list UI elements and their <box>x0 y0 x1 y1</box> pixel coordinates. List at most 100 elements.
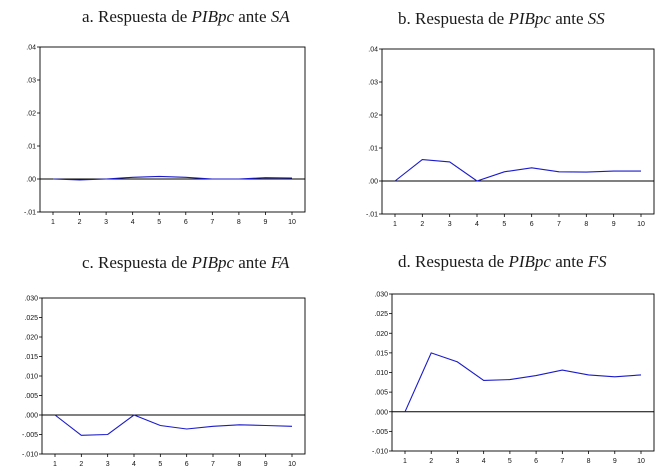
title-a-mid: ante <box>234 7 271 26</box>
xtick-label-c: 4 <box>132 461 136 468</box>
ytick-label-a: .01 <box>26 144 36 151</box>
xtick-label-d: 9 <box>613 458 617 465</box>
ytick-label-c: .025 <box>24 315 38 322</box>
xtick-label-c: 10 <box>288 461 296 468</box>
title-panel-a: a. Respuesta de PIBpc ante SA <box>82 7 290 27</box>
xtick-label-a: 2 <box>78 219 82 226</box>
title-panel-c: c. Respuesta de PIBpc ante FA <box>82 253 289 273</box>
ytick-label-d: .030 <box>374 292 388 299</box>
xtick-label-d: 3 <box>455 458 459 465</box>
xtick-label-a: 7 <box>210 219 214 226</box>
ytick-label-d: -.005 <box>372 429 388 436</box>
title-b-mid: ante <box>550 9 588 28</box>
ytick-label-d: .000 <box>374 409 388 416</box>
ytick-label-a: .03 <box>26 78 36 85</box>
ytick-label-c: -.010 <box>22 452 38 459</box>
ytick-label-c: -.005 <box>22 432 38 439</box>
plot-frame-b <box>381 48 655 215</box>
xtick-label-c: 1 <box>53 461 57 468</box>
xtick-label-a: 9 <box>263 219 267 226</box>
xtick-label-a: 1 <box>51 219 55 226</box>
xtick-label-b: 6 <box>530 221 534 228</box>
xtick-label-c: 3 <box>106 461 110 468</box>
xtick-label-b: 3 <box>448 221 452 228</box>
title-b-shock: SS <box>587 9 605 28</box>
ytick-label-b: -.01 <box>366 212 378 219</box>
plot-frame-a <box>39 46 306 213</box>
xtick-label-a: 3 <box>104 219 108 226</box>
title-panel-b: b. Respuesta de PIBpc ante SS <box>398 9 605 29</box>
ytick-label-a: .00 <box>26 177 36 184</box>
ytick-label-b: .02 <box>368 113 378 120</box>
ytick-label-d: .005 <box>374 390 388 397</box>
title-c-mid: ante <box>234 253 271 272</box>
xtick-label-c: 8 <box>237 461 241 468</box>
ytick-label-b: .03 <box>368 80 378 87</box>
series-line-d <box>404 352 642 413</box>
xtick-label-d: 5 <box>508 458 512 465</box>
plot-frame-d <box>391 293 655 452</box>
ytick-label-c: .000 <box>24 413 38 420</box>
title-d-prefix: d. Respuesta de <box>398 252 509 271</box>
ytick-label-a: .04 <box>26 45 36 52</box>
xtick-label-b: 8 <box>584 221 588 228</box>
series-line-c <box>54 414 293 436</box>
ytick-label-d: -.010 <box>372 449 388 456</box>
ytick-label-b: .04 <box>368 47 378 54</box>
xtick-label-c: 5 <box>158 461 162 468</box>
title-b-prefix: b. Respuesta de <box>398 9 509 28</box>
title-b-var: PIBpc <box>508 9 551 28</box>
ytick-label-d: .020 <box>374 331 388 338</box>
xtick-label-b: 10 <box>637 221 645 228</box>
ytick-label-d: .015 <box>374 350 388 357</box>
ytick-label-c: .015 <box>24 354 38 361</box>
xtick-label-d: 4 <box>482 458 486 465</box>
ytick-label-b: .01 <box>368 146 378 153</box>
xtick-label-d: 7 <box>560 458 564 465</box>
xtick-label-d: 8 <box>587 458 591 465</box>
ytick-label-a: .02 <box>26 111 36 118</box>
xtick-label-b: 2 <box>420 221 424 228</box>
ytick-label-c: .020 <box>24 335 38 342</box>
xtick-label-c: 9 <box>264 461 268 468</box>
xtick-label-b: 7 <box>557 221 561 228</box>
xtick-label-a: 10 <box>288 219 296 226</box>
xtick-label-d: 10 <box>637 458 645 465</box>
title-a-var: PIBpc <box>191 7 235 26</box>
xtick-label-b: 5 <box>502 221 506 228</box>
ytick-label-c: .005 <box>24 393 38 400</box>
plot-frame-c <box>41 297 306 455</box>
xtick-label-a: 5 <box>157 219 161 226</box>
series-line-a <box>52 175 293 181</box>
xtick-label-c: 6 <box>185 461 189 468</box>
title-a-shock: SA <box>270 7 290 26</box>
xtick-label-d: 1 <box>403 458 407 465</box>
ytick-label-c: .010 <box>24 374 38 381</box>
title-c-var: PIBpc <box>191 253 235 272</box>
title-d-mid: ante <box>550 252 588 271</box>
ytick-label-a: -.01 <box>24 210 36 217</box>
xtick-label-c: 2 <box>79 461 83 468</box>
ytick-label-c: .030 <box>24 296 38 303</box>
xtick-label-d: 6 <box>534 458 538 465</box>
title-d-shock: FS <box>587 252 607 271</box>
xtick-label-d: 2 <box>429 458 433 465</box>
xtick-label-b: 4 <box>475 221 479 228</box>
xtick-label-a: 6 <box>184 219 188 226</box>
ytick-label-d: .010 <box>374 370 388 377</box>
xtick-label-b: 9 <box>612 221 616 228</box>
ytick-label-d: .025 <box>374 311 388 318</box>
xtick-label-b: 1 <box>393 221 397 228</box>
title-d-var: PIBpc <box>508 252 551 271</box>
title-a-prefix: a. Respuesta de <box>82 7 192 26</box>
ytick-label-b: .00 <box>368 179 378 186</box>
title-c-prefix: c. Respuesta de <box>82 253 192 272</box>
xtick-label-c: 7 <box>211 461 215 468</box>
title-c-shock: FA <box>270 253 290 272</box>
title-panel-d: d. Respuesta de PIBpc ante FS <box>398 252 607 272</box>
xtick-label-a: 8 <box>237 219 241 226</box>
xtick-label-a: 4 <box>131 219 135 226</box>
series-line-b <box>394 159 641 182</box>
